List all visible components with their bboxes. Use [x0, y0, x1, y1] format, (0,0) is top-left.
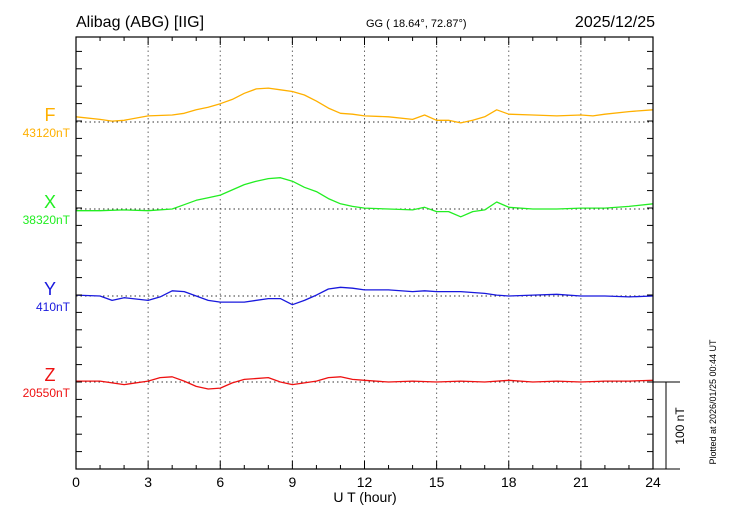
series-baseline-f: 43120nT — [23, 126, 71, 140]
x-tick-label: 18 — [501, 474, 517, 490]
series-baseline-z: 20550nT — [23, 386, 71, 400]
series-line-z — [76, 376, 654, 390]
series-line-f — [75, 87, 654, 124]
series-baseline-y: 410nT — [36, 300, 71, 314]
series-name-z: Z — [45, 365, 56, 385]
series-name-x: X — [44, 192, 56, 212]
x-tick-label: 15 — [429, 474, 445, 490]
x-tick-label: 24 — [645, 474, 661, 490]
series-line-y — [75, 286, 654, 306]
series-line-x — [76, 177, 654, 218]
x-tick-label: 0 — [72, 474, 80, 490]
series-baseline-x: 38320nT — [23, 213, 71, 227]
x-tick-label: 21 — [573, 474, 589, 490]
chart-title: Alibag (ABG) [IIG] — [76, 14, 204, 31]
series-name-y: Y — [44, 279, 56, 299]
plotted-note: Plotted at 2026/01/25 00:44 UT — [708, 339, 718, 465]
x-tick-label: 6 — [216, 474, 224, 490]
x-tick-label: 3 — [144, 474, 152, 490]
chart-subtitle: GG ( 18.64°, 72.87°) — [366, 18, 467, 30]
series-name-f: F — [45, 105, 56, 125]
scale-bar-label: 100 nT — [673, 407, 687, 445]
x-tick-label: 12 — [357, 474, 373, 490]
x-axis-label: U T (hour) — [333, 489, 396, 505]
x-tick-label: 9 — [288, 474, 296, 490]
chart-date: 2025/12/25 — [575, 14, 655, 31]
